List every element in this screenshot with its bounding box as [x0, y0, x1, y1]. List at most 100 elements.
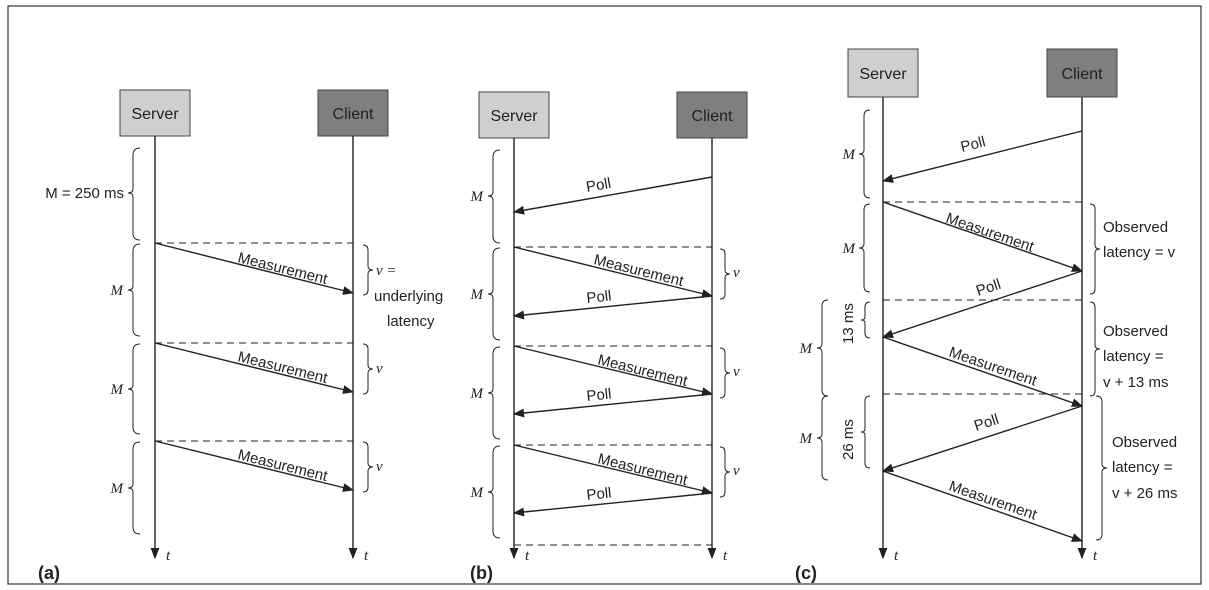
brace: [362, 343, 374, 395]
server-label-c: Server: [859, 66, 907, 83]
brace: [719, 347, 731, 399]
server-label-a: Server: [131, 106, 179, 123]
brace: [860, 301, 871, 339]
m-label: M: [470, 386, 485, 402]
brace: [127, 243, 141, 337]
poll-label: Poll: [974, 276, 1003, 300]
measurement-label: Measurement: [947, 478, 1040, 524]
panel-a: Server Client t t Measurement Measuremen…: [38, 89, 443, 583]
measurement-arrow: [154, 342, 355, 394]
client-label-b: Client: [692, 108, 733, 125]
measurement-label: Measurement: [592, 251, 686, 290]
panel-tag-c: (c): [795, 563, 817, 583]
poll-label: Poll: [585, 175, 613, 196]
v-equals-label: v =: [376, 263, 397, 279]
brace: [860, 395, 871, 469]
poll-label: Poll: [586, 287, 613, 307]
underlying-label: underlying: [374, 288, 443, 305]
client-box-c: [1046, 48, 1118, 98]
poll-arrow: [881, 405, 1083, 473]
measurement-label: Measurement: [947, 344, 1040, 390]
brace: [719, 248, 731, 300]
measurement-label: Measurement: [236, 446, 330, 485]
poll-label: Poll: [586, 385, 613, 405]
measurement-label: Measurement: [236, 249, 330, 288]
latency-equals-label: latency =: [1103, 348, 1164, 365]
brace: [487, 445, 501, 539]
m-label: M: [470, 287, 485, 303]
m-label: M: [842, 147, 857, 163]
latency-equals-v-label: latency = v: [1103, 244, 1176, 261]
poll-label: Poll: [972, 411, 1001, 435]
measurement-arrow: [513, 345, 714, 396]
panel-tag-b: (b): [470, 563, 493, 583]
v-plus-26-label: v + 26 ms: [1112, 485, 1177, 502]
poll-arrow: [512, 295, 713, 320]
time-label-client-c: t: [1093, 548, 1098, 564]
v-label: v: [376, 361, 383, 377]
time-label-server-a: t: [166, 548, 171, 564]
poll-arrow: [512, 492, 713, 517]
brace: [816, 395, 829, 481]
m-label: M: [842, 241, 857, 257]
brace: [362, 441, 374, 493]
poll-arrow: [512, 393, 713, 418]
m-equals-label: M = 250 ms: [45, 185, 124, 202]
measurement-arrow: [154, 242, 355, 295]
brace: [1089, 203, 1101, 295]
m-label: M: [110, 382, 125, 398]
poll-arrow: [512, 176, 713, 215]
observed-label: Observed: [1103, 219, 1168, 236]
brace: [858, 203, 871, 293]
time-label-server-b: t: [525, 548, 530, 564]
offset-26-label: 26 ms: [840, 419, 857, 460]
time-label-client-b: t: [723, 548, 728, 564]
brace: [127, 441, 141, 535]
v-label: v: [733, 265, 740, 281]
measurement-arrow: [882, 336, 1084, 407]
measurement-arrow: [882, 201, 1084, 272]
time-label-server-c: t: [894, 548, 899, 564]
server-box-c: [847, 48, 919, 98]
brace: [719, 446, 731, 498]
m-label: M: [110, 283, 125, 299]
observed-label: Observed: [1103, 323, 1168, 340]
brace: [1095, 395, 1108, 541]
brace: [127, 343, 141, 435]
server-label-b: Server: [490, 108, 538, 125]
brace: [858, 109, 871, 199]
measurement-label: Measurement: [596, 351, 690, 390]
m-label: M: [470, 189, 485, 205]
poll-arrow: [881, 130, 1083, 183]
observed-label: Observed: [1112, 434, 1177, 451]
panel-tag-a: (a): [38, 563, 60, 583]
brace: [487, 149, 501, 244]
brace: [127, 147, 141, 241]
measurement-label: Measurement: [596, 450, 690, 489]
measurement-arrow: [882, 470, 1084, 542]
brace: [487, 247, 501, 341]
brace: [1089, 301, 1101, 397]
latency-equals-label: latency =: [1112, 459, 1173, 476]
offset-13-label: 13 ms: [840, 303, 857, 344]
client-label-a: Client: [333, 106, 374, 123]
time-label-client-a: t: [364, 548, 369, 564]
client-box-a: [317, 89, 389, 137]
m-label: M: [110, 481, 125, 497]
measurement-arrow: [513, 444, 714, 495]
panel-c: Server Client t t Poll Poll Poll Measure…: [795, 48, 1177, 583]
measurement-arrow: [513, 246, 714, 298]
measurement-arrow: [154, 440, 355, 492]
measurement-label: Measurement: [236, 348, 330, 387]
poll-label: Poll: [959, 133, 987, 156]
v-label: v: [733, 463, 740, 479]
outer-border: [7, 5, 1202, 585]
v-label: v: [733, 364, 740, 380]
poll-arrow: [881, 270, 1083, 339]
measurement-label: Measurement: [944, 210, 1037, 256]
brace: [816, 299, 829, 397]
poll-label: Poll: [586, 484, 613, 504]
brace: [362, 244, 374, 296]
